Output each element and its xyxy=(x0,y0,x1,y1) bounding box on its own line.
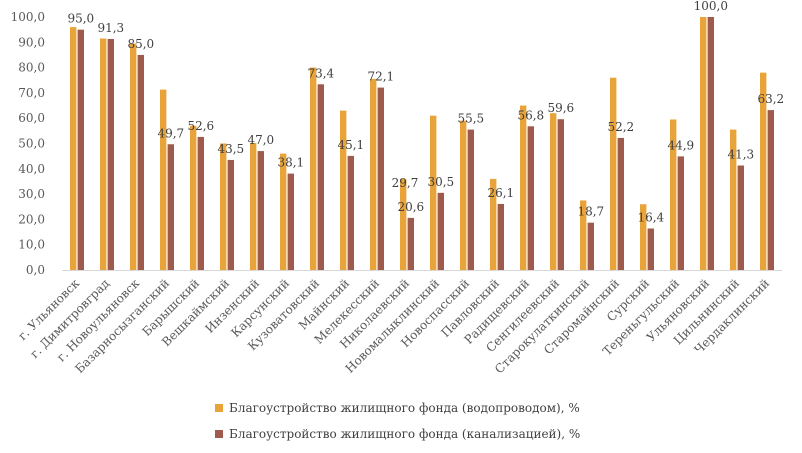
bar-sewer xyxy=(167,144,174,270)
data-label: 16,4 xyxy=(637,211,664,225)
bar-sewer xyxy=(227,159,234,270)
data-label: 73,4 xyxy=(307,66,334,80)
y-tick-label: 0,0 xyxy=(26,263,45,277)
bar-sewer xyxy=(137,54,144,271)
bar-water xyxy=(490,178,497,270)
y-tick-label: 40,0 xyxy=(18,162,45,176)
bar-water xyxy=(670,119,677,270)
y-tick-label: 80,0 xyxy=(18,61,45,75)
bar-sewer xyxy=(737,165,744,270)
bar-water xyxy=(460,120,467,270)
bar-water xyxy=(250,142,257,270)
bar-water xyxy=(640,204,647,270)
bar-water xyxy=(220,143,227,270)
bar-sewer xyxy=(587,222,594,270)
bar-water xyxy=(730,129,737,270)
bar-water xyxy=(310,67,317,270)
legend-label-water: Благоустройство жилищного фонда (водопро… xyxy=(229,401,580,415)
bar-water xyxy=(130,43,137,270)
y-tick-label: 10,0 xyxy=(18,238,45,252)
data-label: 49,7 xyxy=(157,126,184,140)
bar-water xyxy=(340,110,347,270)
data-label: 30,5 xyxy=(427,175,454,189)
data-label: 72,1 xyxy=(367,70,394,84)
y-tick-label: 60,0 xyxy=(18,111,45,125)
legend-item-water: Благоустройство жилищного фонда (водопро… xyxy=(215,395,580,421)
extra-data-label: 29,7 xyxy=(392,176,419,190)
data-label: 63,2 xyxy=(757,92,784,106)
legend-item-sewer: Благоустройство жилищного фонда (канализ… xyxy=(215,421,580,447)
bar-water xyxy=(550,113,557,270)
y-tick-label: 50,0 xyxy=(18,137,45,151)
bar-sewer xyxy=(467,129,474,270)
y-tick-label: 30,0 xyxy=(18,187,45,201)
legend-label-sewer: Благоустройство жилищного фонда (канализ… xyxy=(229,427,581,441)
data-label: 85,0 xyxy=(127,37,154,51)
y-tick-label: 100,0 xyxy=(11,10,45,24)
bar-sewer xyxy=(527,126,534,271)
data-label: 20,6 xyxy=(397,200,424,214)
legend-swatch-sewer xyxy=(215,430,223,438)
bar-water xyxy=(370,78,377,270)
data-label: 26,1 xyxy=(487,186,514,200)
bar-water xyxy=(760,72,767,270)
data-label: 91,3 xyxy=(97,21,124,35)
data-label: 52,2 xyxy=(607,120,634,134)
bar-water xyxy=(400,178,407,270)
bar-sewer xyxy=(377,87,384,270)
bar-water xyxy=(100,38,107,270)
data-label: 47,0 xyxy=(247,133,274,147)
bar-sewer xyxy=(497,203,504,270)
bar-sewer xyxy=(557,119,564,270)
bar-water xyxy=(280,153,287,270)
bar-sewer xyxy=(107,39,114,270)
data-label: 43,5 xyxy=(217,142,244,156)
data-label: 18,7 xyxy=(577,205,604,219)
data-label: 45,1 xyxy=(337,138,364,152)
data-label: 41,3 xyxy=(727,148,754,162)
bar-water xyxy=(610,77,617,270)
bar-water xyxy=(430,115,437,270)
bar-sewer xyxy=(287,173,294,270)
bar-water xyxy=(580,200,587,270)
legend: Благоустройство жилищного фонда (водопро… xyxy=(215,395,580,447)
bar-sewer xyxy=(77,29,84,271)
bar-sewer xyxy=(617,137,624,270)
y-tick-label: 70,0 xyxy=(18,86,45,100)
y-tick-label: 20,0 xyxy=(18,212,45,226)
data-label: 44,9 xyxy=(667,138,694,152)
bar-sewer xyxy=(437,192,444,270)
bar-water xyxy=(160,89,167,271)
bar-water xyxy=(190,125,197,270)
bar-sewer xyxy=(647,228,654,270)
bar-water xyxy=(700,17,707,270)
bar-sewer xyxy=(707,17,714,270)
data-label: 55,5 xyxy=(457,112,484,126)
bar-sewer xyxy=(407,217,414,270)
bar-water xyxy=(520,105,527,270)
data-label: 52,6 xyxy=(187,119,214,133)
legend-swatch-water xyxy=(215,404,223,412)
data-label: 56,8 xyxy=(517,108,544,122)
data-label: 59,6 xyxy=(547,101,574,115)
bar-sewer xyxy=(257,151,264,270)
bar-sewer xyxy=(767,110,774,270)
data-label: 100,0 xyxy=(694,0,728,13)
bar-sewer xyxy=(347,155,354,270)
data-label: 38,1 xyxy=(277,156,304,170)
y-tick-label: 90,0 xyxy=(18,35,45,49)
bar-sewer xyxy=(197,136,204,270)
bar-sewer xyxy=(677,156,684,270)
bar-sewer xyxy=(317,84,324,270)
data-label: 95,0 xyxy=(67,12,94,26)
bar-water xyxy=(70,27,77,271)
